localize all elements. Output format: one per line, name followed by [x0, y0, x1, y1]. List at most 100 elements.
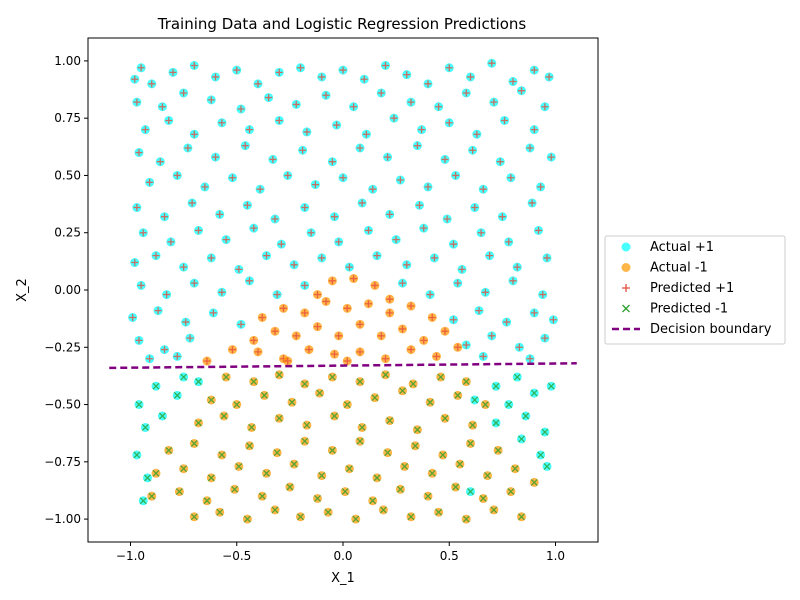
predicted-pos-marker — [350, 275, 358, 283]
predicted-neg-marker — [175, 488, 183, 496]
predicted-neg-marker — [467, 488, 474, 496]
predicted-neg-marker — [263, 469, 270, 477]
predicted-pos-marker — [343, 357, 351, 365]
legend-plus-icon — [622, 284, 630, 292]
predicted-neg-marker — [369, 497, 377, 505]
predicted-pos-marker — [458, 265, 466, 273]
predicted-pos-marker — [301, 309, 309, 317]
predicted-pos-marker — [358, 199, 366, 207]
predicted-pos-marker — [322, 297, 330, 305]
y-tick-label: 0.25 — [54, 226, 81, 240]
predicted-pos-marker — [454, 343, 462, 351]
predicted-pos-marker — [356, 144, 364, 152]
predicted-neg-marker — [384, 449, 392, 457]
predicted-pos-marker — [426, 291, 434, 299]
predicted-pos-marker — [290, 261, 298, 269]
predicted-neg-marker — [133, 451, 141, 459]
predicted-neg-marker — [518, 513, 525, 521]
predicted-neg-marker — [152, 382, 160, 390]
predicted-neg-marker — [286, 483, 294, 491]
predicted-pos-marker — [539, 291, 547, 299]
predicted-pos-marker — [180, 263, 188, 271]
predicted-pos-marker — [328, 158, 336, 166]
predicted-pos-marker — [256, 185, 264, 193]
predicted-pos-marker — [479, 185, 487, 193]
predicted-pos-marker — [496, 158, 504, 166]
predicted-pos-marker — [377, 332, 385, 340]
predicted-neg-marker — [522, 412, 530, 420]
predicted-neg-marker — [507, 488, 515, 496]
predicted-pos-marker — [271, 215, 279, 223]
predicted-neg-marker — [303, 421, 311, 429]
predicted-pos-marker — [129, 313, 137, 321]
x-tick-label: 1.0 — [546, 549, 565, 563]
predicted-neg-marker — [530, 478, 538, 486]
predicted-pos-marker — [452, 171, 460, 179]
predicted-neg-marker — [437, 373, 445, 381]
predicted-pos-marker — [541, 103, 549, 111]
legend-frame — [604, 235, 786, 345]
predicted-neg-marker — [511, 465, 519, 473]
predicted-pos-marker — [161, 346, 168, 354]
predicted-pos-marker — [331, 350, 338, 358]
y-tick-label: 1.00 — [54, 54, 81, 68]
predicted-neg-marker — [231, 485, 239, 493]
predicted-pos-marker — [537, 183, 545, 191]
predicted-pos-marker — [190, 279, 198, 287]
predicted-pos-marker — [543, 254, 551, 262]
predicted-pos-marker — [131, 259, 139, 267]
predicted-pos-marker — [141, 126, 149, 134]
predicted-pos-marker — [545, 73, 553, 81]
predicted-neg-marker — [190, 440, 198, 447]
predicted-neg-marker — [541, 428, 549, 436]
predicted-pos-marker — [314, 291, 321, 299]
predicted-pos-marker — [186, 334, 194, 342]
predicted-neg-marker — [235, 462, 243, 470]
predicted-pos-marker — [139, 229, 147, 237]
predicted-pos-marker — [277, 240, 285, 248]
predicted-pos-marker — [488, 59, 496, 67]
predicted-pos-marker — [507, 174, 515, 182]
predicted-pos-marker — [473, 130, 481, 138]
plot-frame — [87, 37, 599, 543]
predicted-pos-marker — [403, 71, 411, 79]
predicted-pos-marker — [350, 103, 358, 111]
predicted-pos-marker — [335, 238, 343, 246]
predicted-neg-marker — [248, 423, 256, 431]
predicted-neg-marker — [373, 474, 381, 482]
predicted-neg-marker — [246, 442, 253, 450]
predicted-neg-marker — [462, 378, 470, 386]
predicted-pos-marker — [163, 291, 171, 299]
predicted-pos-marker — [399, 325, 406, 333]
predicted-neg-marker — [426, 398, 434, 406]
predicted-pos-marker — [209, 309, 217, 317]
predicted-pos-marker — [513, 263, 521, 271]
predicted-pos-marker — [273, 291, 281, 299]
predicted-pos-marker — [445, 64, 453, 72]
predicted-neg-marker — [454, 391, 462, 399]
legend-circle-icon — [621, 242, 631, 252]
predicted-pos-marker — [541, 334, 549, 342]
predicted-neg-marker — [371, 394, 379, 402]
predicted-pos-marker — [420, 224, 428, 232]
predicted-pos-marker — [333, 121, 341, 129]
predicted-neg-marker — [220, 412, 228, 420]
predicted-pos-marker — [503, 318, 511, 326]
predicted-neg-marker — [290, 460, 298, 468]
x-axis-label: X_1 — [331, 571, 355, 586]
predicted-pos-marker — [418, 126, 426, 134]
predicted-pos-marker — [498, 213, 506, 221]
predicted-neg-marker — [258, 492, 266, 500]
y-axis-label: X_2 — [15, 278, 30, 302]
predicted-pos-marker — [229, 346, 236, 354]
predicted-neg-marker — [275, 414, 283, 422]
predicted-pos-marker — [301, 281, 309, 289]
predicted-neg-marker — [345, 465, 353, 473]
plot-area — [87, 37, 599, 543]
predicted-pos-marker — [190, 61, 198, 69]
predicted-neg-marker — [537, 451, 545, 459]
predicted-pos-marker — [403, 261, 411, 269]
legend-circle-icon — [621, 263, 631, 272]
predicted-neg-marker — [462, 515, 470, 523]
predicted-pos-marker — [365, 300, 372, 308]
